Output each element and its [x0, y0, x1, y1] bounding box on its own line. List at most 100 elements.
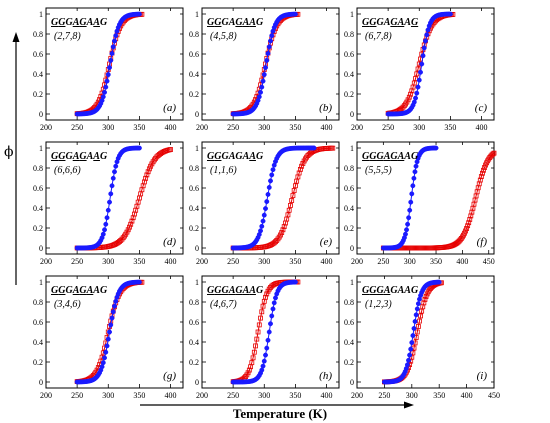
y-tick-label: 1: [350, 144, 354, 153]
data-point-square: [465, 223, 471, 229]
sequence-char: G: [235, 151, 243, 162]
y-axis-label: ϕ: [4, 144, 14, 160]
data-point-square: [415, 324, 421, 329]
data-point-square: [246, 367, 252, 373]
data-point-square: [279, 230, 285, 235]
data-point-circle: [270, 306, 276, 312]
data-point-square: [264, 291, 270, 297]
data-point-circle: [411, 175, 417, 181]
data-point-square: [258, 315, 263, 321]
x-tick-label: 400: [461, 391, 473, 400]
sequence-char: A: [242, 151, 250, 162]
y-tick-label: 0.4: [189, 70, 199, 79]
series-circle: [380, 145, 439, 251]
data-point-square: [281, 224, 287, 229]
data-point-circle: [405, 221, 411, 227]
sequence-char: G: [369, 17, 377, 28]
panel-f: 200 250 300 350 400 45000.20.40.60.81GGGAGAAG…: [344, 141, 497, 266]
x-tick-label: 200: [351, 257, 363, 266]
sequence-char: G: [411, 17, 419, 28]
data-point-square: [146, 166, 152, 172]
data-point-square: [410, 350, 416, 356]
sequence-char: G: [100, 151, 108, 162]
x-tick-label: 250: [227, 123, 239, 132]
sequence-char: A: [86, 17, 94, 28]
data-point-circle: [112, 169, 117, 175]
series-square: [380, 150, 497, 251]
panel-e: 200 250 300 350 40000.20.40.60.81GGGAGAAG(1,…: [189, 141, 340, 266]
data-point-circle: [136, 11, 142, 17]
data-point-circle: [110, 44, 116, 50]
sequence-char: G: [79, 17, 87, 28]
data-point-circle: [105, 336, 111, 342]
data-point-square: [415, 66, 421, 72]
data-point-square: [297, 167, 303, 172]
sequence-char: G: [58, 17, 66, 28]
sequence-char: G: [51, 285, 59, 296]
data-point-circle: [404, 227, 409, 233]
y-tick-label: 0.8: [189, 164, 199, 173]
data-point-circle: [447, 11, 453, 17]
sequence-char: A: [228, 17, 236, 28]
data-point-circle: [265, 50, 271, 56]
sequence-char: G: [362, 151, 370, 162]
data-point-square: [299, 163, 305, 169]
y-tick-label: 0.2: [189, 90, 199, 99]
data-point-square: [143, 175, 149, 181]
data-point-circle: [268, 178, 273, 184]
data-point-circle: [412, 318, 418, 324]
sequence-char: A: [92, 17, 100, 28]
sequence-label: GGGAGAAG: [362, 17, 419, 28]
sequence-char: G: [100, 285, 108, 296]
panels-container: 200 250 300 350 40000.20.40.60.81GGGAGAAG(2,…: [33, 7, 500, 400]
data-point-square: [304, 154, 310, 160]
x-tick-label: 400: [165, 257, 177, 266]
y-tick-label: 0.4: [344, 70, 354, 79]
data-point-circle: [436, 279, 442, 285]
data-point-square: [253, 343, 258, 349]
x-tick-label: 400: [476, 123, 488, 132]
sequence-char: A: [72, 151, 80, 162]
sequence-char: A: [72, 285, 80, 296]
y-tick-label: 1: [39, 144, 43, 153]
data-point-circle: [406, 215, 412, 221]
panel-letter: (h): [319, 370, 332, 382]
y-arrow-head: [12, 32, 20, 42]
x-tick-label: 400: [321, 123, 333, 132]
y-tick-label: 0.8: [33, 164, 43, 173]
y-tick-label: 0: [350, 378, 354, 387]
data-point-circle: [109, 50, 115, 56]
sequence-char: G: [65, 285, 73, 296]
data-point-circle: [261, 72, 267, 78]
data-point-circle: [410, 183, 416, 189]
data-point-circle: [113, 33, 119, 39]
sequence-label: GGGAGAAG: [207, 151, 264, 162]
sequence-char: G: [100, 17, 108, 28]
data-point-square: [477, 177, 483, 183]
panel-a: 200 250 300 350 40000.20.40.60.81GGGAGAAG(2,…: [33, 7, 184, 132]
panel-letter: (a): [163, 102, 176, 114]
series-square: [230, 145, 336, 251]
y-tick-label: 0: [39, 244, 43, 253]
data-point-square: [274, 238, 280, 243]
y-tick-label: 0.2: [33, 224, 43, 233]
sequence-char: G: [214, 151, 222, 162]
plot-frame: [356, 141, 495, 255]
panel-i: 200 250 300 350 400 45000.20.40.60.81GGGAGAAG…: [344, 275, 500, 400]
x-tick-label: 400: [321, 391, 333, 400]
data-point-square: [411, 80, 417, 86]
y-tick-label: 0.2: [189, 224, 199, 233]
x-tick-label: 300: [102, 123, 114, 132]
data-point-circle: [433, 145, 439, 151]
data-point-circle: [107, 65, 112, 71]
x-tick-label: 200: [196, 257, 208, 266]
plot-frame: [45, 275, 184, 389]
data-point-square: [463, 228, 468, 234]
data-point-circle: [418, 69, 423, 75]
data-point-circle: [268, 321, 273, 327]
data-point-square: [128, 221, 134, 227]
sequence-char: G: [207, 285, 215, 296]
sequence-char: A: [383, 285, 391, 296]
y-tick-label: 0: [195, 110, 199, 119]
x-tick-label: 350: [289, 257, 301, 266]
